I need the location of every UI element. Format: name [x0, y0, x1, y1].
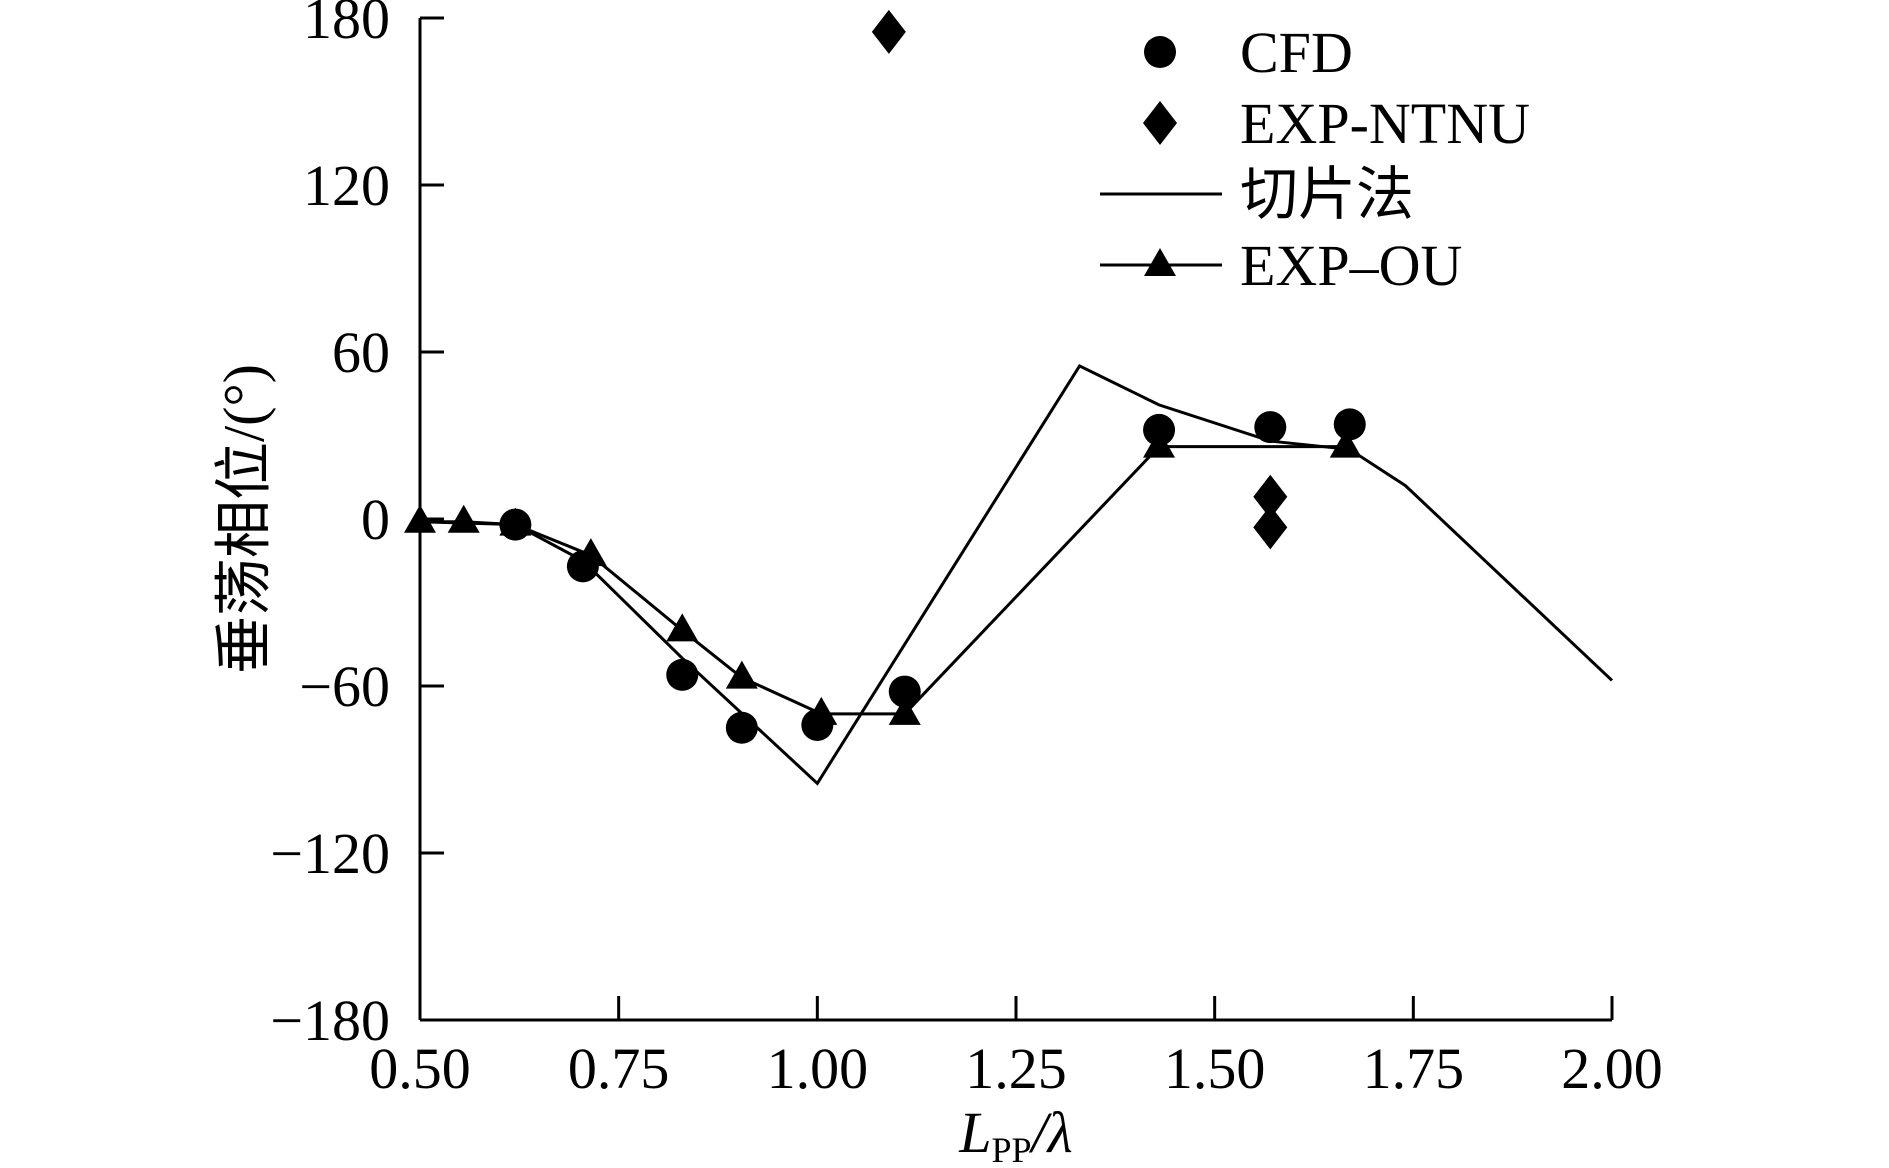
triangle-marker	[666, 613, 699, 642]
ticks: 0.50 0.75 1.00 1.25 1.50 1.75 2.00 180 120 60 0 −60…	[270, 0, 1662, 1101]
legend-label: 切片法	[1240, 162, 1414, 227]
x-tick-label: 1.00	[767, 1036, 869, 1101]
triangle-marker	[725, 660, 758, 689]
series-line-exp-ou	[420, 445, 1346, 716]
y-tick-label: 0	[361, 487, 390, 552]
circle-marker	[1254, 411, 1287, 444]
triangle-marker	[574, 538, 607, 567]
circle-marker	[666, 658, 699, 691]
x-axis-title: LPP/λ	[958, 1100, 1073, 1168]
legend-label: EXP–OU	[1240, 233, 1462, 298]
diamond-marker	[1253, 474, 1288, 519]
x-tick-label: 0.50	[369, 1036, 471, 1101]
legend-marker	[1144, 248, 1176, 276]
triangle-marker	[1329, 429, 1362, 458]
triangle-marker	[888, 696, 921, 725]
legend-marker	[1143, 101, 1177, 145]
series-layer	[404, 9, 1614, 786]
x-axis-title-main: L	[958, 1100, 991, 1165]
triangle-marker	[499, 507, 532, 536]
y-axis-title: 垂荡相位/(°)	[211, 364, 276, 674]
legend-marker	[1144, 36, 1176, 68]
y-tick-label: −60	[299, 654, 390, 719]
legend-label: CFD	[1240, 20, 1353, 85]
triangle-marker	[447, 504, 480, 533]
x-tick-label: 1.75	[1363, 1036, 1465, 1101]
x-tick-label: 0.75	[568, 1036, 670, 1101]
triangle-marker	[404, 504, 436, 533]
y-tick-label: 60	[332, 320, 390, 385]
circle-marker	[888, 675, 921, 708]
y-tick-label: 120	[303, 153, 390, 218]
x-tick-label: 1.25	[965, 1036, 1067, 1101]
x-axis-title-tail: /λ	[1029, 1100, 1073, 1165]
triangle-marker	[805, 696, 838, 725]
y-tick-label: −120	[270, 821, 390, 886]
diamond-marker	[1253, 505, 1288, 550]
circle-marker	[1333, 408, 1366, 441]
series-line-strip	[419, 363, 1614, 786]
axes	[418, 18, 1612, 1022]
circle-marker	[725, 711, 758, 744]
y-tick-label: 180	[303, 0, 390, 51]
y-tick-label: −180	[270, 988, 390, 1053]
triangle-marker	[1143, 429, 1176, 458]
legend-label: EXP-NTNU	[1240, 91, 1530, 156]
diamond-marker	[871, 9, 906, 54]
x-tick-label: 1.50	[1164, 1036, 1266, 1101]
x-axis-title-sub: PP	[991, 1130, 1031, 1168]
x-tick-label: 2.00	[1561, 1036, 1663, 1101]
